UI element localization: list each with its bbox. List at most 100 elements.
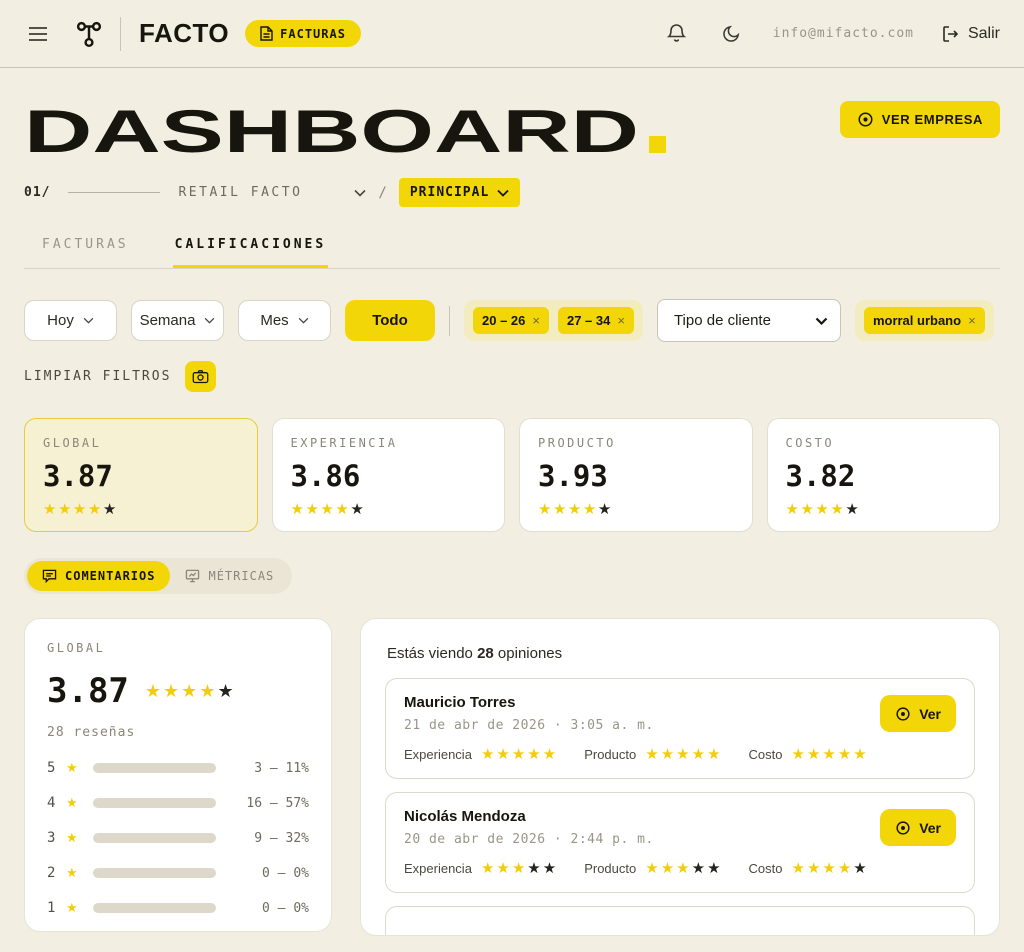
rating-label: Costo bbox=[748, 860, 783, 876]
theme-toggle-button[interactable] bbox=[718, 20, 745, 47]
rating-label: Experiencia bbox=[404, 860, 472, 876]
chip-label: morral urbano bbox=[872, 313, 962, 328]
chevron-down-icon bbox=[815, 317, 828, 325]
ver-empresa-button[interactable]: VER EMPRESA bbox=[839, 101, 1000, 138]
client-type-select[interactable]: Tipo de cliente bbox=[656, 299, 841, 342]
remove-chip-icon[interactable]: × bbox=[968, 313, 976, 328]
star-icon: ★ bbox=[511, 860, 528, 877]
filter-semana-button[interactable]: Semana bbox=[131, 300, 224, 341]
filter-hoy-button[interactable]: Hoy bbox=[24, 300, 117, 341]
product-chip[interactable]: morral urbano × bbox=[863, 307, 985, 334]
summary-review-count: 28 reseñas bbox=[47, 725, 136, 740]
star-icon: ★ bbox=[800, 501, 816, 518]
facturas-badge[interactable]: FACTURAS bbox=[245, 20, 361, 47]
rating-summary-panel: GLOBAL 3.87 ★★★★★ 28 reseñas 5 ★ 3 – 11%… bbox=[24, 618, 332, 932]
screenshot-button[interactable] bbox=[185, 361, 217, 392]
dashboard-main: DASHBOARD VER EMPRESA 01/ RETAIL FACTO /… bbox=[0, 68, 1024, 936]
reviewer-name: Mauricio Torres bbox=[404, 694, 516, 711]
filters-divider bbox=[449, 305, 450, 336]
chevron-down-icon bbox=[354, 189, 366, 197]
document-icon bbox=[260, 26, 273, 41]
remove-chip-icon[interactable]: × bbox=[617, 313, 625, 328]
summary-stars: ★★★★★ bbox=[145, 681, 236, 702]
star-icon: ★ bbox=[66, 760, 78, 775]
toggle-metricas[interactable]: MÉTRICAS bbox=[170, 561, 289, 591]
toggle-label: COMENTARIOS bbox=[65, 569, 156, 583]
star-icon: ★ bbox=[645, 860, 661, 877]
review-card: Mauricio Torres 21 de abr de 2026 · 3:05… bbox=[385, 678, 975, 779]
star-icon: ★ bbox=[542, 746, 559, 763]
score-card-value: 3.82 bbox=[785, 459, 856, 493]
star-icon: ★ bbox=[102, 501, 118, 518]
company-name: RETAIL FACTO bbox=[178, 185, 303, 200]
summary-label: GLOBAL bbox=[47, 641, 106, 655]
tab-facturas[interactable]: FACTURAS bbox=[40, 237, 131, 268]
app-header: FACTO FACTURAS info@mifacto.com Salir bbox=[0, 0, 1024, 68]
age-chip[interactable]: 20 – 26 × bbox=[473, 307, 549, 334]
score-card-costo[interactable]: COSTO 3.82 ★★★★★ bbox=[766, 418, 1000, 532]
menu-button[interactable] bbox=[24, 22, 52, 46]
tabs: FACTURAS CALIFICACIONES bbox=[24, 237, 1000, 269]
logout-label: Salir bbox=[967, 24, 1000, 42]
rating-producto: Producto ★★★★★ bbox=[584, 745, 722, 763]
toggle-label: MÉTRICAS bbox=[208, 569, 275, 583]
ver-review-button[interactable]: Ver bbox=[880, 809, 956, 846]
star-icon: ★ bbox=[691, 860, 708, 877]
filter-label: Semana bbox=[139, 312, 196, 329]
notifications-button[interactable] bbox=[663, 19, 690, 48]
remove-chip-icon[interactable]: × bbox=[532, 313, 540, 328]
distribution-star-count: 2 bbox=[47, 865, 56, 881]
filter-mes-button[interactable]: Mes bbox=[238, 300, 331, 341]
distribution-value: 16 – 57% bbox=[246, 795, 309, 811]
rating-producto: Producto ★★★★★ bbox=[584, 859, 722, 877]
hamburger-icon bbox=[29, 26, 47, 41]
score-card-stars: ★★★★★ bbox=[291, 500, 487, 518]
score-card-stars: ★★★★★ bbox=[538, 500, 734, 518]
score-card-value: 3.93 bbox=[538, 459, 608, 493]
star-icon: ★ bbox=[785, 501, 801, 518]
header-divider bbox=[120, 16, 121, 51]
star-icon: ★ bbox=[582, 501, 598, 518]
tab-calificaciones[interactable]: CALIFICACIONES bbox=[172, 237, 329, 268]
clear-filters-button[interactable]: LIMPIAR FILTROS bbox=[24, 369, 172, 384]
company-selector[interactable]: RETAIL FACTO bbox=[178, 185, 366, 200]
review-date: 21 de abr de 2026 · 3:05 a. m. bbox=[404, 718, 654, 733]
rating-label: Costo bbox=[748, 746, 783, 762]
age-chip[interactable]: 27 – 34 × bbox=[557, 307, 634, 334]
distribution-star-count: 3 bbox=[47, 830, 56, 846]
star-icon: ★ bbox=[290, 501, 306, 518]
star-icon: ★ bbox=[853, 860, 869, 877]
score-card-global[interactable]: GLOBAL 3.87 ★★★★★ bbox=[24, 418, 258, 532]
filter-todo-button[interactable]: Todo bbox=[345, 300, 435, 341]
rating-costo: Costo ★★★★★ bbox=[749, 859, 869, 877]
logout-button[interactable]: Salir bbox=[942, 25, 1000, 43]
review-card-partial bbox=[385, 906, 975, 935]
star-icon: ★ bbox=[676, 746, 692, 763]
distribution-value: 9 – 32% bbox=[254, 830, 309, 846]
toggle-comentarios[interactable]: COMENTARIOS bbox=[27, 561, 171, 591]
star-icon: ★ bbox=[806, 860, 823, 877]
metrics-icon bbox=[186, 569, 200, 583]
score-card-experiencia[interactable]: EXPERIENCIA 3.86 ★★★★★ bbox=[271, 418, 505, 532]
star-icon: ★ bbox=[538, 501, 553, 518]
star-icon: ★ bbox=[542, 860, 559, 877]
filters-row: Hoy Semana Mes Todo 20 – 26 × 27 – 34 × Tipo de … bbox=[24, 299, 1000, 342]
section-selector[interactable]: PRINCIPAL bbox=[398, 178, 521, 207]
score-card-label: GLOBAL bbox=[43, 436, 102, 450]
score-card-label: PRODUCTO bbox=[538, 436, 616, 450]
ver-review-button[interactable]: Ver bbox=[880, 695, 956, 732]
rating-costo: Costo ★★★★★ bbox=[749, 745, 869, 763]
score-card-label: EXPERIENCIA bbox=[290, 436, 398, 450]
star-icon: ★ bbox=[707, 746, 723, 763]
distribution-value: 0 – 0% bbox=[262, 865, 309, 881]
star-icon: ★ bbox=[853, 746, 869, 763]
page-title-text: DASHBOARD bbox=[24, 98, 639, 165]
score-card-producto[interactable]: PRODUCTO 3.93 ★★★★★ bbox=[519, 418, 753, 532]
section-name: PRINCIPAL bbox=[409, 185, 490, 200]
clear-filters-row: LIMPIAR FILTROS bbox=[24, 361, 1000, 392]
star-icon: ★ bbox=[72, 501, 88, 518]
star-icon: ★ bbox=[199, 680, 218, 701]
opinions-heading-prefix: Estás viendo bbox=[387, 645, 473, 662]
summary-value: 3.87 bbox=[47, 671, 129, 711]
star-icon: ★ bbox=[822, 860, 838, 877]
